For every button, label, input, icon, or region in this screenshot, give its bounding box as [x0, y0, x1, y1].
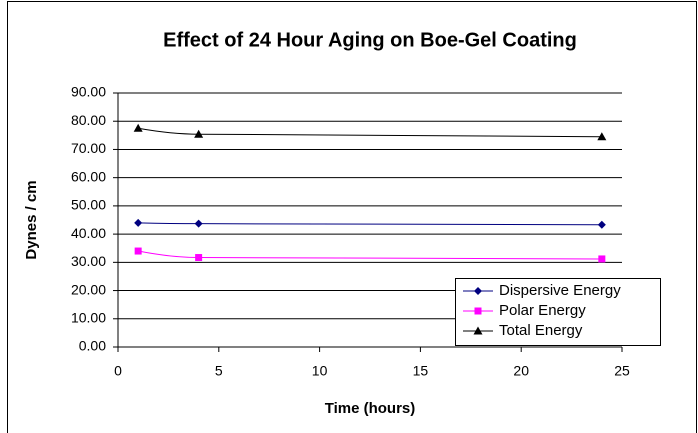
series-line: [138, 222, 602, 226]
series-line: [138, 127, 602, 138]
y-tick-label: 0.00: [79, 338, 106, 354]
data-point: [597, 132, 607, 141]
legend-label: Dispersive Energy: [499, 282, 621, 299]
x-tick-label: 5: [215, 363, 223, 379]
legend-marker: [473, 326, 483, 335]
chart-title: Effect of 24 Hour Aging on Boe-Gel Coati…: [163, 29, 577, 51]
data-point: [194, 219, 203, 228]
y-tick-label: 90.00: [71, 84, 106, 100]
legend-label: Polar Energy: [499, 302, 586, 319]
legend-label: Total Energy: [499, 322, 583, 339]
legend-box: [455, 278, 661, 346]
x-tick-label: 0: [114, 363, 122, 379]
series-line: [138, 250, 602, 260]
y-tick-label: 70.00: [71, 140, 106, 156]
y-axis-label: Dynes / cm: [23, 180, 40, 259]
y-tick-label: 30.00: [71, 253, 106, 269]
x-tick-label: 20: [513, 363, 529, 379]
data-point: [194, 129, 204, 138]
x-tick-label: 10: [312, 363, 328, 379]
y-tick-label: 20.00: [71, 281, 106, 297]
data-point: [598, 255, 606, 263]
data-point: [134, 247, 142, 255]
legend-marker: [474, 287, 482, 295]
x-tick-label: 25: [614, 363, 630, 379]
y-tick-label: 60.00: [71, 168, 106, 184]
chart-frame: [7, 1, 697, 433]
data-point: [195, 254, 203, 262]
y-tick-label: 10.00: [71, 309, 106, 325]
y-tick-label: 80.00: [71, 112, 106, 128]
data-point: [597, 220, 606, 229]
y-tick-label: 50.00: [71, 197, 106, 213]
x-axis-label: Time (hours): [325, 400, 416, 417]
data-point: [134, 218, 143, 227]
legend-marker: [474, 307, 482, 315]
x-tick-label: 15: [413, 363, 429, 379]
y-tick-label: 40.00: [71, 225, 106, 241]
data-point: [133, 123, 143, 132]
